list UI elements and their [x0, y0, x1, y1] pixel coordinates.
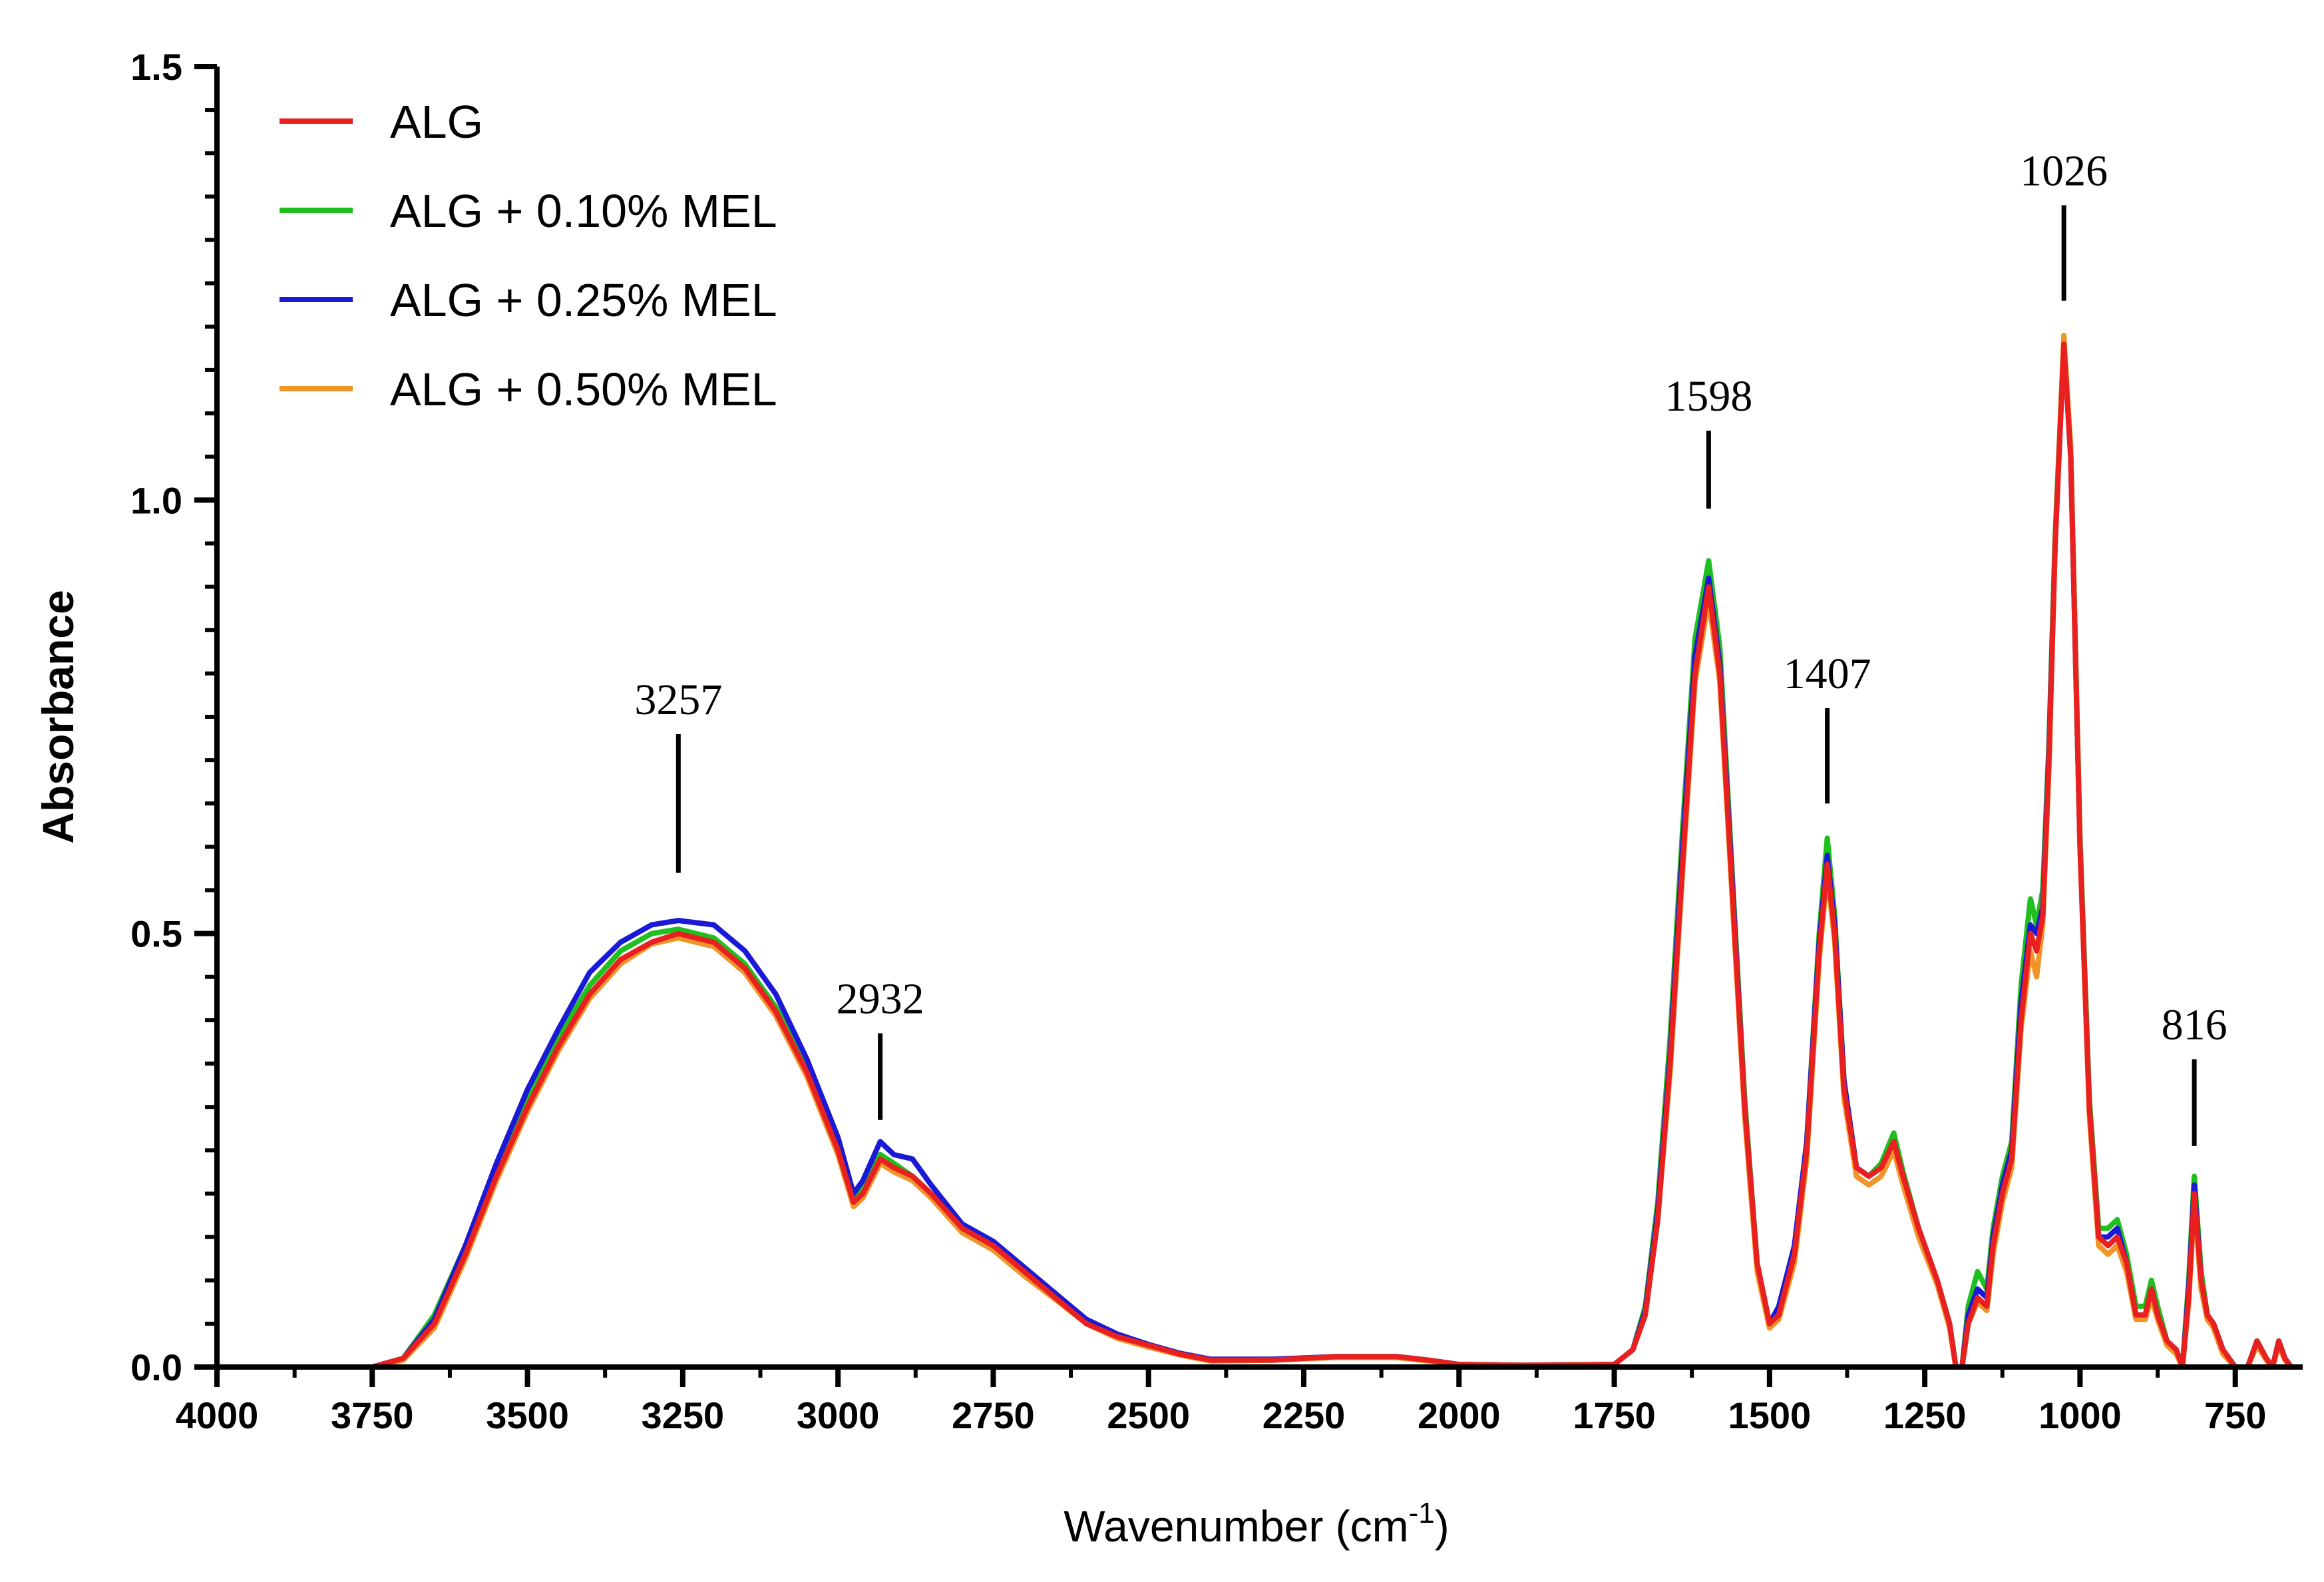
y-tick-label: 0.0	[130, 1346, 182, 1388]
peak-label-816: 816	[2162, 1001, 2227, 1050]
x-tick-label: 2250	[1262, 1394, 1346, 1436]
x-tick-label: 2000	[1418, 1394, 1501, 1436]
series-line-3	[214, 341, 2300, 1370]
series-layer	[214, 332, 2300, 1370]
x-tick-label: 1750	[1573, 1394, 1656, 1436]
legend-label-4: ALG + 0.50% MEL	[390, 363, 777, 415]
x-tick-label: 3500	[486, 1394, 569, 1436]
x-tick-label: 1500	[1728, 1394, 1812, 1436]
x-tick-label: 1250	[1883, 1394, 1967, 1436]
legend-label-3: ALG + 0.25% MEL	[390, 274, 777, 326]
axes	[214, 67, 2303, 1370]
x-tick-label: 4000	[176, 1394, 259, 1436]
peak-label-2932: 2932	[837, 974, 924, 1023]
peak-label-1407: 1407	[1784, 650, 1871, 698]
peak-label-1598: 1598	[1664, 372, 1752, 421]
series-line-1	[214, 341, 2300, 1370]
x-tick-label: 2500	[1107, 1394, 1190, 1436]
y-tick-label: 0.5	[130, 913, 182, 955]
peak-label-1026: 1026	[2020, 146, 2108, 195]
peak-label-3257: 3257	[634, 676, 722, 724]
x-tick-label: 1000	[2038, 1394, 2122, 1436]
x-tick-label: 750	[2204, 1394, 2266, 1436]
x-tick-label: 3000	[797, 1394, 880, 1436]
x-tick-label: 3250	[642, 1394, 725, 1436]
series-line-4	[214, 332, 2300, 1370]
legend-label-1: ALG	[390, 96, 483, 148]
peak-annotations: 3257 2932 1598 1407 1026 816	[634, 146, 2227, 1146]
y-tick-label: 1.5	[130, 46, 182, 88]
x-tick-label: 3750	[331, 1394, 414, 1436]
y-tick-label: 1.0	[130, 479, 182, 521]
x-axis-title: Wavenumber (cm-1)	[1064, 1497, 1449, 1551]
series-line-2	[214, 337, 2300, 1370]
legend-label-2: ALG + 0.10% MEL	[390, 185, 777, 237]
tick-marks: 4000 3750 3500 3250 3000 2750 2500 2250 2000 1750…	[130, 46, 2266, 1436]
y-axis-title: Absorbance	[33, 590, 83, 843]
x-tick-label: 2750	[952, 1394, 1035, 1436]
legend: ALG ALG + 0.10% MEL ALG + 0.25% MEL ALG + 0…	[280, 96, 777, 415]
